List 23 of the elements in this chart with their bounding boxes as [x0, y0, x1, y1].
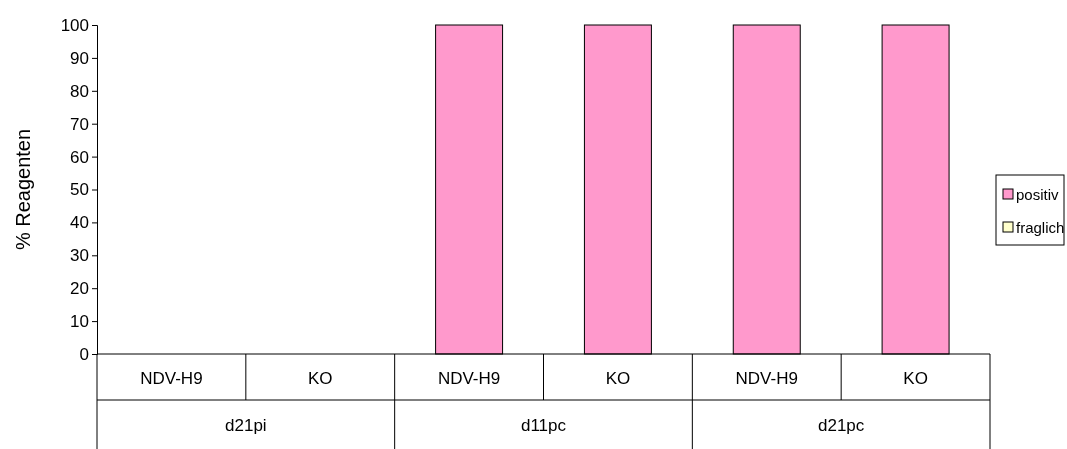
- text: d21pi: [225, 416, 267, 435]
- x-tick-label: KO: [307, 369, 333, 388]
- x-tick-label: NDV-H9: [735, 369, 798, 388]
- y-tick-label: 40: [70, 213, 89, 233]
- x-tick-label: KO: [903, 369, 928, 388]
- legend-label: fraglich: [1016, 219, 1065, 236]
- x-tick-label: NDV-H9: [140, 369, 203, 388]
- y-tick-label: 100: [60, 15, 89, 35]
- legend-label: positiv: [1016, 186, 1060, 203]
- text: d11pc: [520, 416, 567, 435]
- y-tick-label: 60: [70, 147, 89, 167]
- y-tick-label: 90: [70, 48, 89, 68]
- y-tick-label: 70: [70, 114, 89, 134]
- y-tick-label: 80: [70, 81, 89, 101]
- y-tick-label: 50: [70, 180, 89, 200]
- x-tick-label: NDV-H9: [437, 369, 501, 388]
- y-tick-label: 10: [70, 312, 89, 332]
- text: d21pc: [818, 416, 865, 435]
- y-axis-title: % Reagenten: [12, 128, 34, 251]
- y-tick-label: 0: [79, 344, 89, 364]
- y-tick-label: 20: [70, 279, 89, 299]
- y-tick-label: 30: [70, 246, 89, 266]
- x-tick-label: KO: [605, 369, 631, 388]
